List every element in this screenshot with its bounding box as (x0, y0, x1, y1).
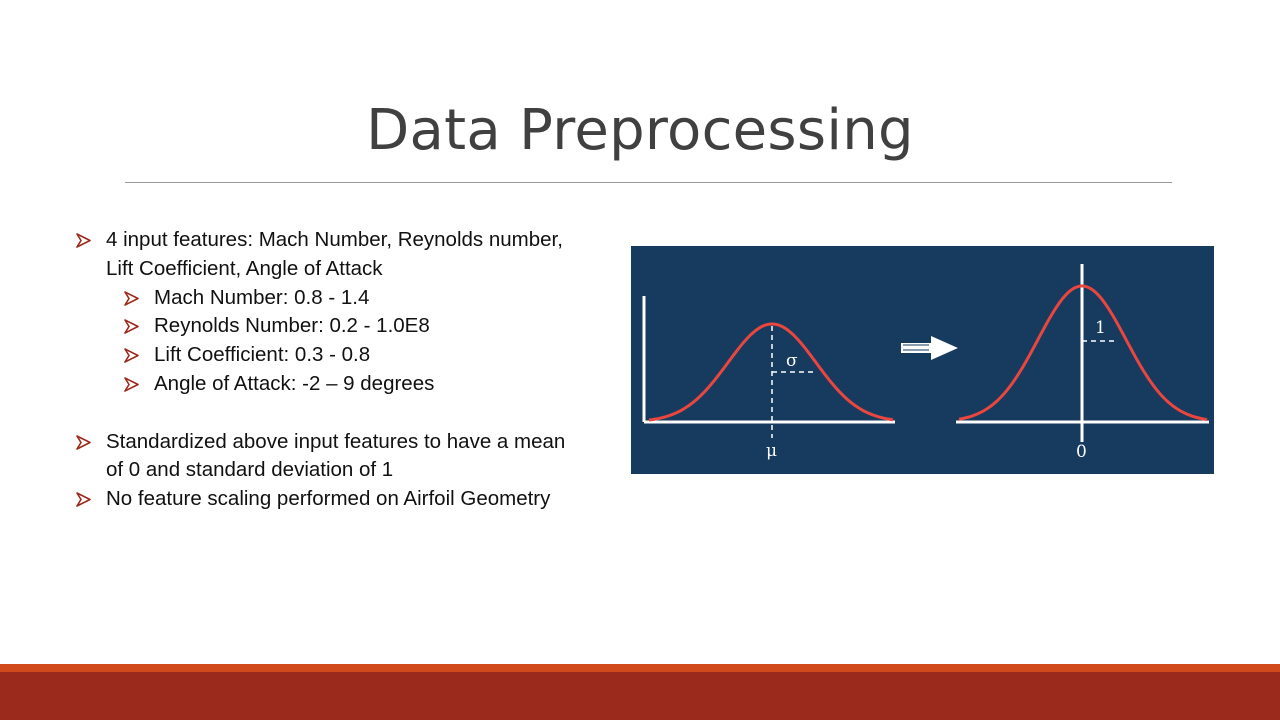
arrow-bullet-icon (124, 290, 139, 306)
left-normal-curve (648, 322, 894, 422)
sub-bullet-item: Mach Number: 0.8 - 1.4 (124, 284, 566, 313)
bullet-text: 4 input features: Mach Number, Reynolds … (106, 228, 563, 280)
bullet-text: No feature scaling performed on Airfoil … (106, 487, 551, 511)
right-arrow-icon (901, 336, 958, 360)
one-label: 1 (1095, 318, 1106, 338)
right-normal-curve (958, 284, 1208, 422)
sub-bullet-item: Reynolds Number: 0.2 - 1.0E8 (124, 312, 566, 341)
bullet-list: 4 input features: Mach Number, Reynolds … (76, 226, 566, 514)
title-divider (125, 182, 1172, 183)
bullet-text: Lift Coefficient: 0.3 - 0.8 (154, 343, 371, 367)
sub-bullet-item: Angle of Attack: -2 – 9 degrees (124, 370, 566, 399)
arrow-bullet-icon (76, 434, 91, 450)
standardization-figure: σ μ 1 0 (631, 246, 1214, 474)
zero-label: 0 (1076, 442, 1087, 462)
bullet-text: Standardized above input features to hav… (106, 429, 566, 482)
sub-bullet-item: Lift Coefficient: 0.3 - 0.8 (124, 341, 566, 370)
slide-title: Data Preprocessing (366, 98, 914, 163)
bullet-item: 4 input features: Mach Number, Reynolds … (76, 226, 566, 284)
normal-distribution-diagram: σ μ 1 0 (642, 264, 1209, 462)
bullet-item: Standardized above input features to hav… (76, 428, 566, 486)
footer-accent-stripe (0, 664, 1280, 672)
spacer (76, 399, 566, 428)
footer-bar (0, 672, 1280, 720)
bullet-text: Reynolds Number: 0.2 - 1.0E8 (154, 314, 430, 338)
mu-label: μ (766, 441, 777, 461)
bullet-text: Angle of Attack: -2 – 9 degrees (154, 371, 435, 395)
arrow-bullet-icon (76, 492, 91, 507)
arrow-bullet-icon (124, 319, 139, 335)
arrow-bullet-icon (124, 377, 139, 392)
bullet-text: Mach Number: 0.8 - 1.4 (154, 285, 370, 309)
arrow-bullet-icon (124, 348, 139, 363)
arrow-bullet-icon (76, 233, 91, 248)
bullet-item: No feature scaling performed on Airfoil … (76, 485, 566, 514)
sigma-label: σ (786, 351, 798, 371)
